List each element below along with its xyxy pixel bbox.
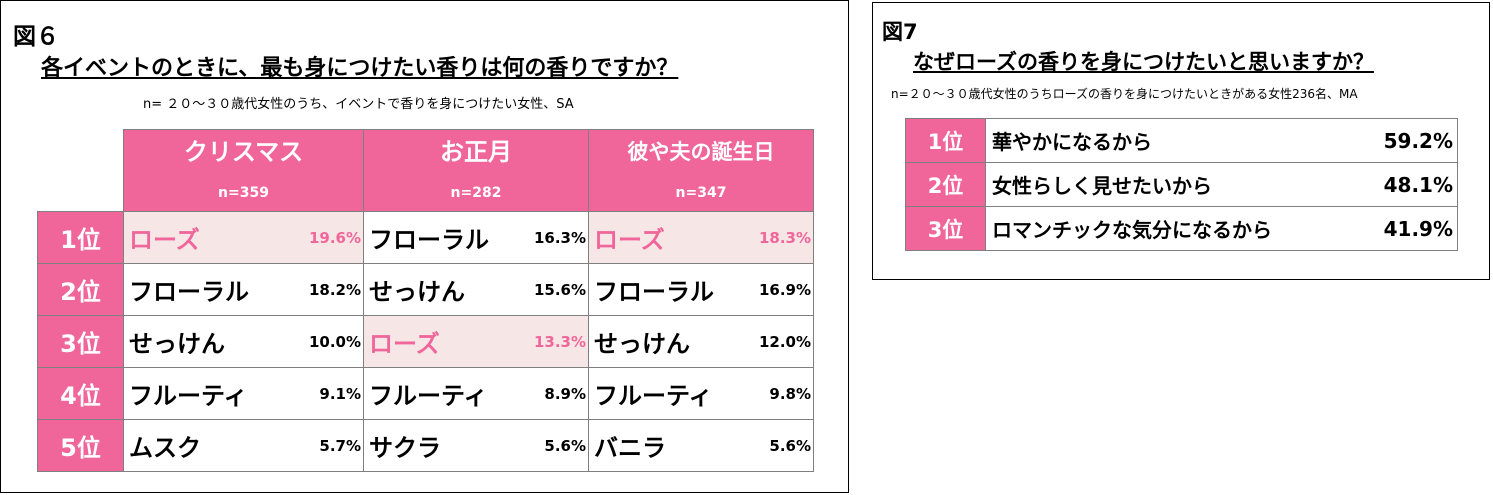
figure-6-label: 図６ [13, 24, 59, 50]
column-header-christmas: クリスマス n=359 [123, 129, 364, 212]
header-blank [38, 130, 124, 212]
rank-label: 1位 [905, 118, 986, 163]
table-row: 3位 ロマンチックな気分になるから 41.9% [905, 206, 1458, 251]
scent-name: ムスク [123, 419, 287, 472]
rank-label: 2位 [37, 263, 124, 316]
column-name: クリスマス [183, 138, 304, 166]
scent-percentage: 12.0% [736, 315, 814, 368]
scent-percentage: 9.8% [736, 367, 814, 420]
table-row: 1位 ローズ 19.6% フローラル 16.3% ローズ 18.3% [37, 211, 814, 264]
reason-percentage: 48.1% [1357, 162, 1458, 207]
scent-percentage: 5.7% [286, 419, 364, 472]
column-name: 彼や夫の誕生日 [627, 140, 775, 164]
scent-percentage: 15.6% [511, 263, 589, 316]
scent-name: フローラル [123, 263, 287, 316]
rank-label: 3位 [905, 206, 986, 251]
column-sample-size: n=282 [450, 185, 502, 201]
scent-percentage: 9.1% [286, 367, 364, 420]
scent-percentage: 5.6% [511, 419, 589, 472]
scent-percentage: 19.6% [286, 211, 364, 264]
table-row: 4位 フルーティ 9.1% フルーティ 8.9% フルーティ 9.8% [37, 367, 814, 420]
scent-percentage: 10.0% [286, 315, 364, 368]
scent-name: サクラ [363, 419, 512, 472]
column-name: お正月 [440, 138, 512, 166]
scent-name: ローズ [123, 211, 287, 264]
figure-6-panel: 図６ 各イベントのときに、最も身につけたい香りは何の香りですか？ n= ２０～３… [0, 0, 849, 493]
scent-ranking-table: クリスマス n=359 お正月 n=282 彼や夫の誕生日 n=347 1位 ロ… [37, 129, 814, 472]
scent-percentage: 13.3% [511, 315, 589, 368]
figure-6-title: 各イベントのときに、最も身につけたい香りは何の香りですか？ [41, 56, 679, 81]
scent-percentage: 5.6% [736, 419, 814, 472]
figure-7-label: 図7 [882, 20, 918, 44]
rank-label: 4位 [37, 367, 124, 420]
figure-7-title: なぜローズの香りを身につけたいと思いますか？ [913, 50, 1374, 74]
reason-percentage: 41.9% [1357, 206, 1458, 251]
scent-name: せっけん [363, 263, 512, 316]
figure-7-subtitle: n=２０～３０歳代女性のうちローズの香りを身につけたいときがある女性236名、M… [891, 87, 1358, 101]
scent-name: ローズ [363, 315, 512, 368]
table-row: 2位 女性らしく見せたいから 48.1% [905, 162, 1458, 207]
scent-name: フルーティ [363, 367, 512, 420]
table-row: 5位 ムスク 5.7% サクラ 5.6% バニラ 5.6% [37, 419, 814, 472]
reason-text: 華やかになるから [985, 118, 1358, 163]
rank-label: 1位 [37, 211, 124, 264]
scent-name: せっけん [123, 315, 287, 368]
scent-name: フルーティ [123, 367, 287, 420]
rank-label: 3位 [37, 315, 124, 368]
scent-name: フローラル [363, 211, 512, 264]
scent-percentage: 18.3% [736, 211, 814, 264]
figure-6-subtitle: n= ２０～３０歳代女性のうち、イベントで香りを身につけたい女性、SA [143, 97, 574, 112]
table-row: 3位 せっけん 10.0% ローズ 13.3% せっけん 12.0% [37, 315, 814, 368]
reason-percentage: 59.2% [1357, 118, 1458, 163]
scent-percentage: 18.2% [286, 263, 364, 316]
figure-7-panel: 図7 なぜローズの香りを身につけたいと思いますか？ n=２０～３０歳代女性のうち… [872, 2, 1490, 280]
scent-name: ローズ [588, 211, 737, 264]
reason-text: ロマンチックな気分になるから [985, 206, 1358, 251]
column-sample-size: n=359 [218, 185, 269, 201]
column-sample-size: n=347 [675, 185, 727, 201]
rose-reason-table: 1位 華やかになるから 59.2% 2位 女性らしく見せたいから 48.1% 3… [905, 118, 1458, 251]
scent-percentage: 16.9% [736, 263, 814, 316]
header-row: クリスマス n=359 お正月 n=282 彼や夫の誕生日 n=347 [38, 129, 814, 212]
scent-name: フルーティ [588, 367, 737, 420]
scent-percentage: 16.3% [511, 211, 589, 264]
scent-name: バニラ [588, 419, 737, 472]
scent-name: フローラル [588, 263, 737, 316]
scent-percentage: 8.9% [511, 367, 589, 420]
rank-label: 5位 [37, 419, 124, 472]
rank-label: 2位 [905, 162, 986, 207]
column-header-birthday: 彼や夫の誕生日 n=347 [588, 129, 814, 212]
table-row: 2位 フローラル 18.2% せっけん 15.6% フローラル 16.9% [37, 263, 814, 316]
column-header-new-year: お正月 n=282 [363, 129, 589, 212]
scent-name: せっけん [588, 315, 737, 368]
table-row: 1位 華やかになるから 59.2% [905, 118, 1458, 163]
reason-text: 女性らしく見せたいから [985, 162, 1358, 207]
